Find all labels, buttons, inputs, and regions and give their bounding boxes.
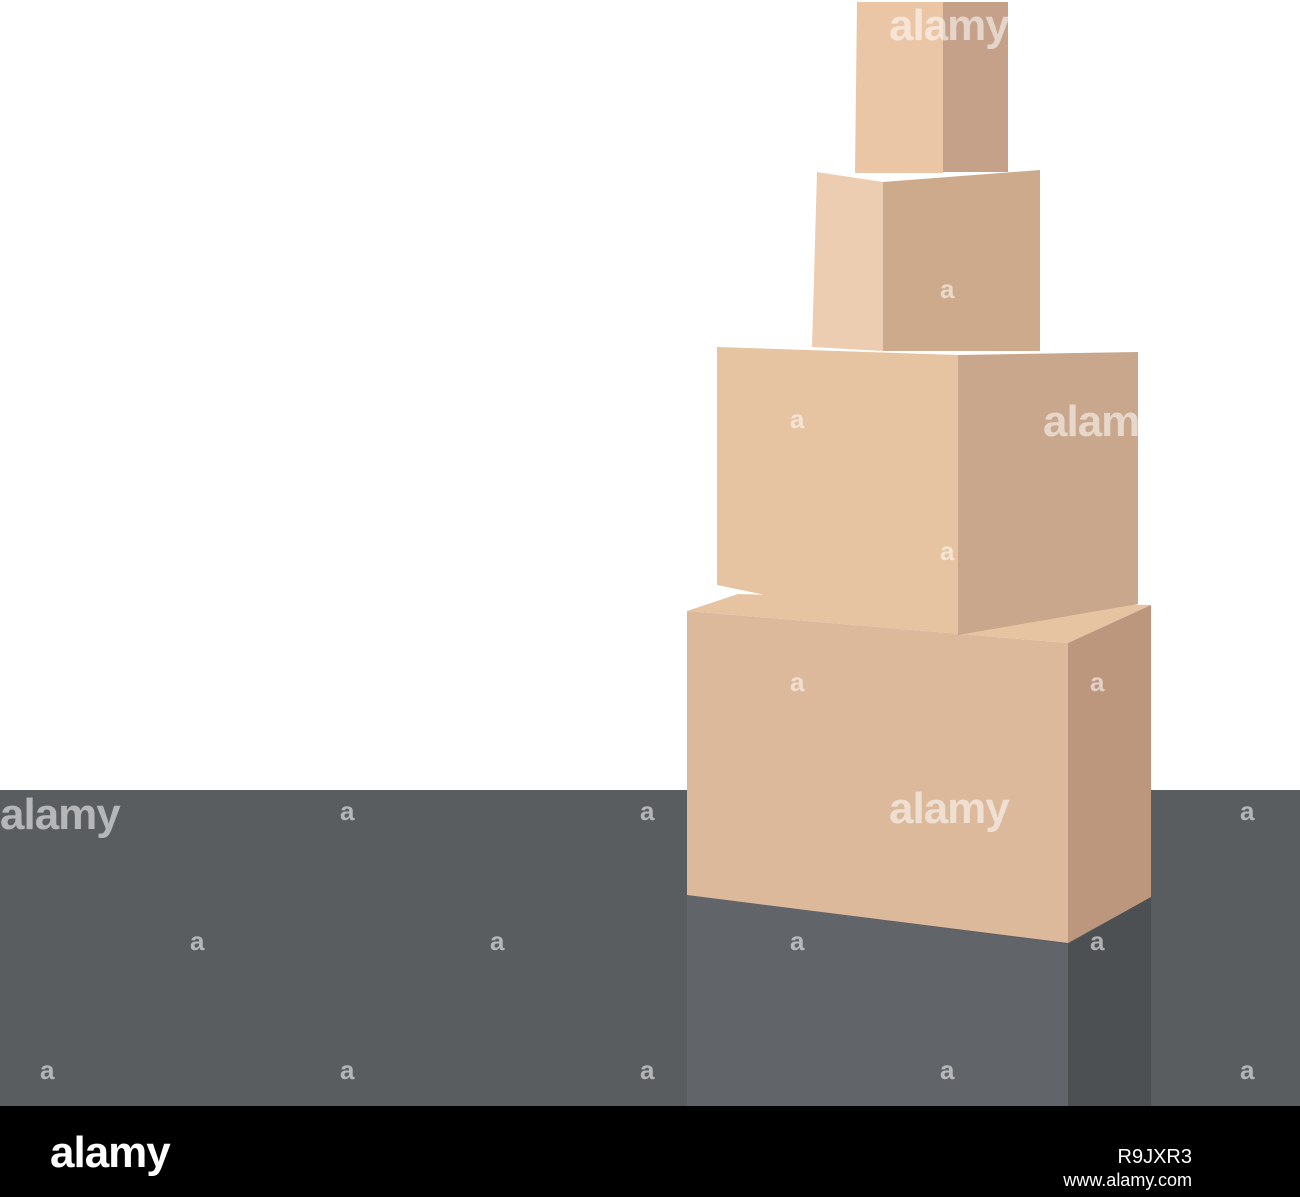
watermark-letter: a <box>340 1055 355 1085</box>
watermark-letter: a <box>640 1055 655 1085</box>
watermark-letter: a <box>940 536 955 566</box>
box-third <box>717 347 1138 635</box>
box-stack <box>687 2 1151 1106</box>
box-second <box>812 170 1040 351</box>
watermark-logo: alamy <box>889 1 1010 50</box>
watermark-letter: a <box>790 404 805 434</box>
watermark-letter: a <box>940 274 955 304</box>
watermark-letter: a <box>1240 796 1255 826</box>
watermark-logo: alamy <box>889 784 1010 833</box>
box-reflection <box>687 895 1151 1106</box>
watermark-letter: a <box>940 1055 955 1085</box>
watermark-letter: a <box>340 796 355 826</box>
footer-logo: alamy <box>50 1128 171 1177</box>
watermark-letter: a <box>790 667 805 697</box>
watermark-letter: a <box>640 796 655 826</box>
watermark-letter: a <box>490 926 505 956</box>
watermark-logo: alamy <box>0 790 121 839</box>
box-bottom <box>687 594 1151 943</box>
watermark-letter: a <box>790 926 805 956</box>
watermark-letter: a <box>190 926 205 956</box>
watermark-letter: a <box>1090 926 1105 956</box>
watermark-letter: a <box>1240 1055 1255 1085</box>
footer-url: www.alamy.com <box>1063 1170 1192 1190</box>
watermark-logo: alamy <box>1043 397 1164 446</box>
watermark-letter: a <box>1090 667 1105 697</box>
box-top <box>855 2 1008 173</box>
watermark-letter: a <box>40 1055 55 1085</box>
image-id: R9JXR3 <box>1117 1146 1192 1168</box>
footer-bar: alamy R9JXR3 www.alamy.com <box>0 1106 1300 1197</box>
illustration-scene: alamy alamy alamy alamy a a a a a a a a … <box>0 0 1300 1106</box>
